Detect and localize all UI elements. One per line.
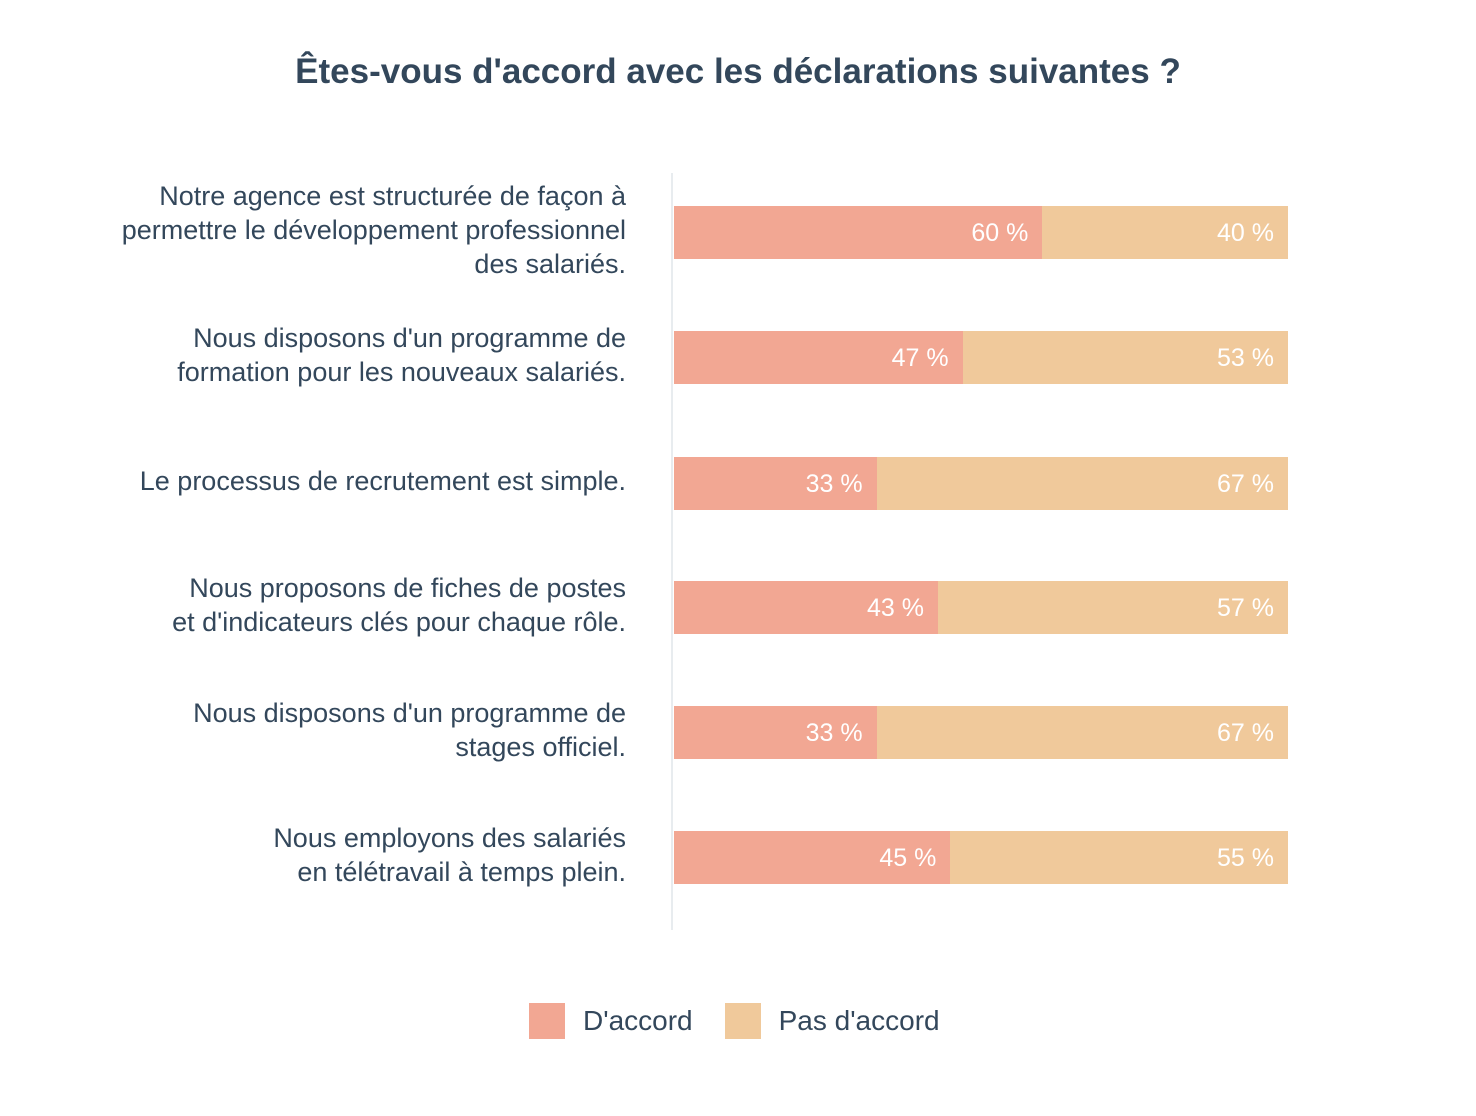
bar-agree: [674, 205, 1043, 259]
bar-disagree: [962, 330, 1288, 384]
bar-agree: [674, 330, 963, 384]
legend-item-disagree: Pas d'accord: [724, 1003, 940, 1039]
bar-agree: [674, 580, 939, 634]
data-label-agree: 43 %: [867, 593, 925, 622]
category-label: Nous disposons d'un programme de stages o…: [46, 696, 626, 764]
bar-agree: [674, 830, 951, 884]
bar-agree: [674, 456, 877, 510]
data-label-agree: 33 %: [805, 469, 863, 498]
data-label-agree: 45 %: [879, 843, 937, 872]
legend-label-disagree: Pas d'accord: [778, 1005, 940, 1036]
legend-swatch-disagree: [724, 1003, 761, 1039]
category-label: Nous employons des salariés en télétravai…: [46, 821, 626, 889]
category-label-line: formation pour les nouveaux salariés.: [177, 357, 626, 387]
category-label-line: Nous disposons d'un programme de: [193, 323, 626, 353]
category-label-line: Nous proposons de fiches de postes: [189, 573, 626, 603]
data-label-agree: 60 %: [971, 218, 1029, 247]
category-label: Le processus de recrutement est simple.: [46, 464, 626, 498]
axis-line: [671, 173, 673, 930]
category-label-line: et d'indicateurs clés pour chaque rôle.: [172, 607, 626, 637]
bar-disagree: [1042, 205, 1288, 259]
category-label-line: des salariés.: [474, 249, 626, 279]
legend: D'accord Pas d'accord: [529, 1003, 972, 1039]
data-label-disagree: 67 %: [1217, 718, 1274, 747]
category-label: Notre agence est structurée de façon à pe…: [46, 179, 626, 281]
category-label: Nous proposons de fiches de postes et d'i…: [46, 571, 626, 639]
category-label: Nous disposons d'un programme de formatio…: [46, 321, 626, 389]
data-label-agree: 47 %: [891, 343, 949, 372]
data-label-disagree: 40 %: [1217, 218, 1274, 247]
data-label-disagree: 55 %: [1217, 843, 1274, 872]
bar-disagree: [876, 705, 1288, 759]
chart-title: Êtes-vous d'accord avec les déclarations…: [295, 52, 1181, 91]
legend-item-agree: D'accord: [529, 1003, 693, 1039]
category-label-line: Le processus de recrutement est simple.: [139, 466, 626, 496]
category-label-line: stages officiel.: [455, 732, 626, 762]
category-label-line: en télétravail à temps plein.: [297, 857, 626, 887]
legend-label-agree: D'accord: [583, 1005, 693, 1036]
category-label-line: Nous disposons d'un programme de: [193, 698, 626, 728]
data-label-disagree: 67 %: [1217, 469, 1274, 498]
bar-disagree: [938, 580, 1288, 634]
category-label-line: permettre le développement professionnel: [121, 215, 626, 245]
legend-swatch-agree: [529, 1003, 565, 1039]
bar-disagree: [876, 456, 1288, 510]
bar-disagree: [950, 830, 1288, 884]
data-label-agree: 33 %: [805, 718, 863, 747]
bar-agree: [674, 705, 877, 759]
category-label-line: Notre agence est structurée de façon à: [159, 181, 626, 211]
category-label-line: Nous employons des salariés: [273, 823, 626, 853]
data-label-disagree: 57 %: [1217, 593, 1274, 622]
data-label-disagree: 53 %: [1217, 343, 1274, 372]
